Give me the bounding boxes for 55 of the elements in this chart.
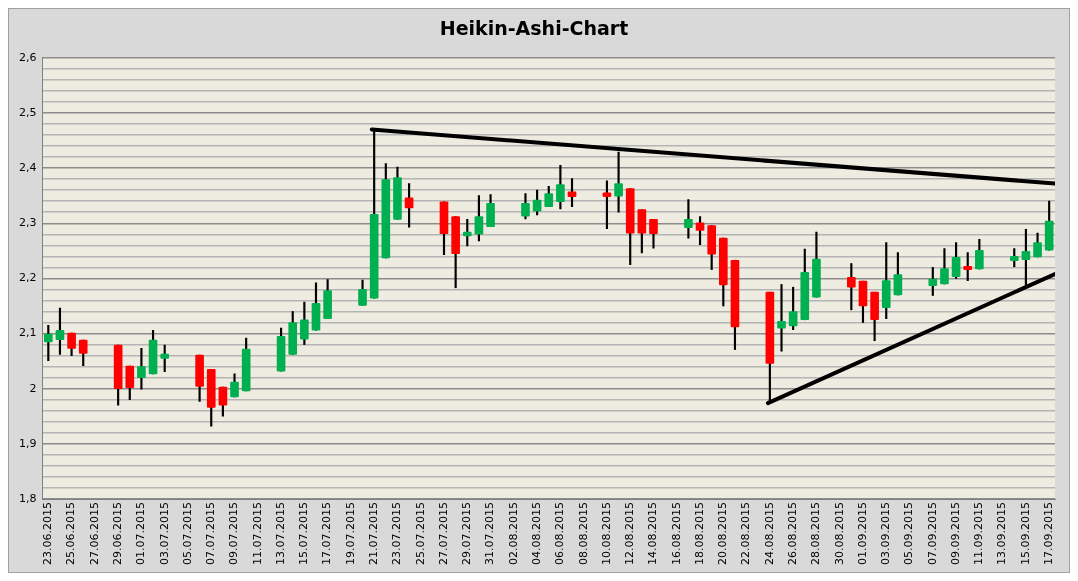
y-tick-label: 1,8 [18, 491, 37, 505]
x-tick-label: 07.09.2015 [925, 502, 939, 565]
x-tick-label: 06.08.2015 [553, 502, 567, 565]
x-tick-label: 23.06.2015 [41, 502, 55, 565]
x-tick-label: 19.07.2015 [343, 502, 357, 565]
y-tick-label: 2,6 [18, 50, 37, 64]
x-tick-label: 28.08.2015 [809, 502, 823, 565]
x-tick-label: 27.07.2015 [436, 502, 450, 565]
y-tick-label: 2,1 [18, 326, 37, 340]
x-tick-label: 29.07.2015 [460, 502, 474, 565]
x-tick-label: 03.09.2015 [879, 502, 893, 565]
x-tick-label: 25.06.2015 [64, 502, 78, 565]
x-tick-label: 09.09.2015 [948, 502, 962, 565]
x-tick-label: 17.07.2015 [320, 502, 334, 565]
chart-title: Heikin-Ashi-Chart [439, 17, 629, 40]
x-tick-label: 10.08.2015 [599, 502, 613, 565]
x-tick-label: 04.08.2015 [529, 502, 543, 565]
x-tick-label: 23.07.2015 [390, 502, 404, 565]
x-tick-label: 15.09.2015 [1018, 502, 1032, 565]
y-tick-label: 2,4 [18, 160, 37, 174]
x-tick-label: 11.07.2015 [250, 502, 264, 565]
y-tick-label: 1,9 [18, 436, 37, 450]
x-tick-label: 13.09.2015 [995, 502, 1009, 565]
y-tick-label: 2,2 [18, 271, 37, 285]
x-tick-label: 05.09.2015 [902, 502, 916, 565]
x-tick-label: 31.07.2015 [483, 502, 497, 565]
x-tick-label: 17.09.2015 [1042, 502, 1056, 565]
x-tick-label: 08.08.2015 [576, 502, 590, 565]
x-tick-label: 21.07.2015 [367, 502, 381, 565]
x-tick-label: 11.09.2015 [972, 502, 986, 565]
x-tick-label: 25.07.2015 [413, 502, 427, 565]
x-tick-label: 20.08.2015 [716, 502, 730, 565]
x-tick-label: 26.08.2015 [786, 502, 799, 565]
y-tick-label: 2,5 [18, 105, 37, 119]
x-tick-label: 01.09.2015 [855, 502, 869, 565]
x-tick-label: 16.08.2015 [669, 502, 683, 565]
x-tick-label: 03.07.2015 [157, 502, 171, 565]
candlestick [777, 284, 786, 352]
x-tick-label: 14.08.2015 [646, 502, 660, 565]
x-tick-label: 24.08.2015 [762, 502, 776, 565]
x-tick-label: 15.07.2015 [297, 502, 311, 565]
x-tick-label: 07.07.2015 [204, 502, 218, 565]
x-tick-label: 29.06.2015 [111, 502, 124, 565]
x-tick-label: 27.06.2015 [87, 502, 101, 565]
x-tick-label: 13.07.2015 [273, 502, 287, 565]
x-tick-label: 18.08.2015 [692, 502, 706, 565]
y-tick-label: 2 [29, 381, 37, 395]
x-tick-label: 30.08.2015 [832, 502, 846, 565]
x-tick-label: 02.08.2015 [506, 502, 520, 565]
x-tick-label: 01.07.2015 [134, 502, 148, 565]
x-tick-label: 12.08.2015 [623, 502, 637, 565]
x-tick-label: 09.07.2015 [227, 502, 241, 565]
y-tick-label: 2,3 [18, 216, 37, 230]
x-tick-label: 22.08.2015 [739, 502, 753, 565]
x-tick-label: 05.07.2015 [180, 502, 194, 565]
